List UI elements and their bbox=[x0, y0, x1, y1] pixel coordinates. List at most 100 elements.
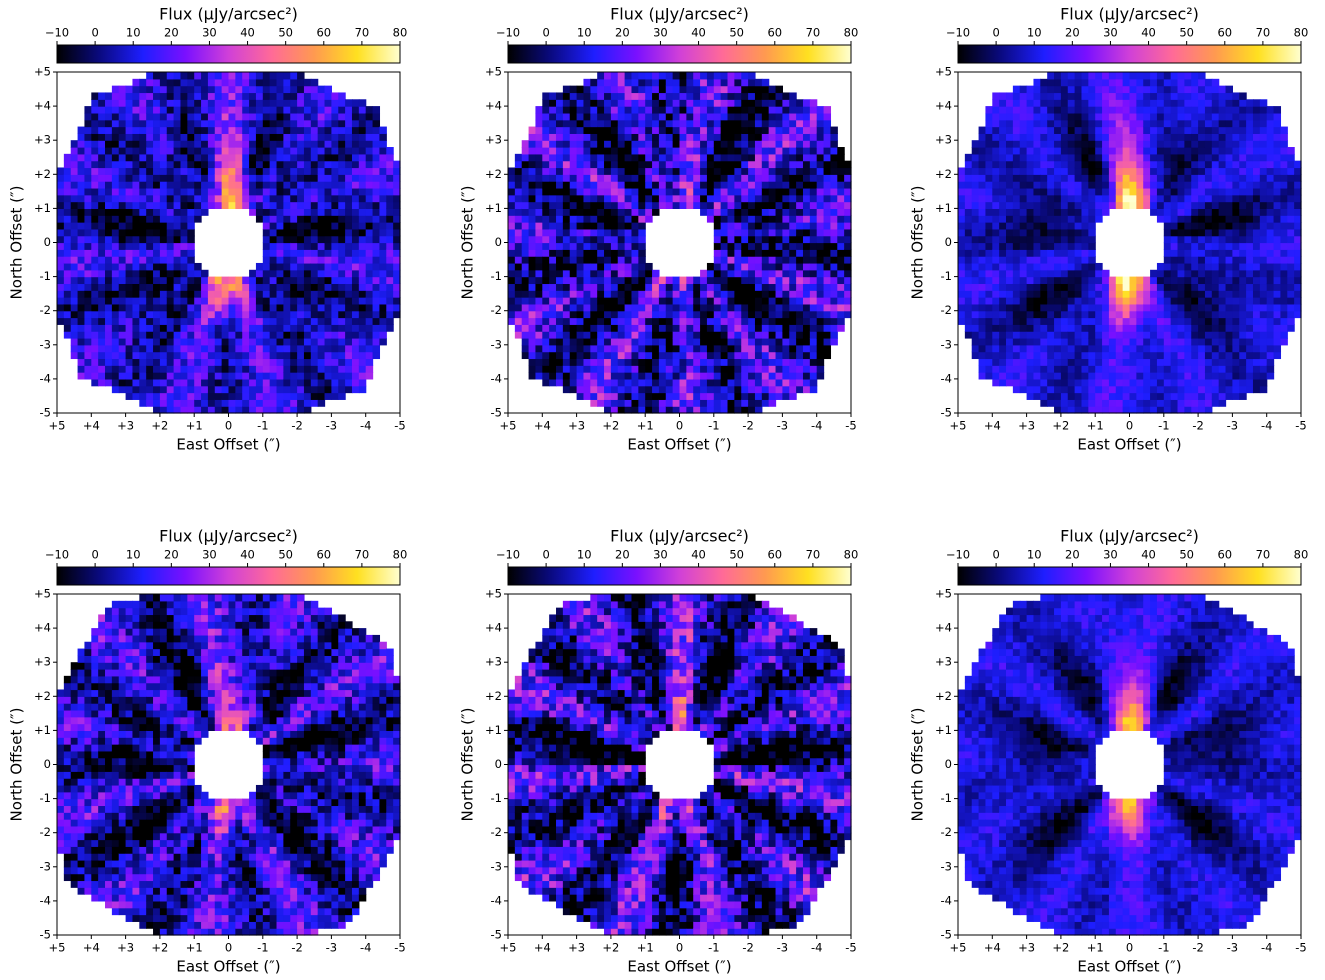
pixel bbox=[830, 167, 838, 175]
pixel bbox=[139, 99, 147, 107]
pixel bbox=[235, 337, 243, 346]
pixel bbox=[761, 303, 770, 312]
pixel bbox=[317, 290, 326, 298]
pixel bbox=[297, 242, 305, 250]
pixel bbox=[844, 297, 852, 305]
pixel bbox=[971, 331, 980, 339]
y-tick-label: -3 bbox=[491, 337, 502, 351]
pixel bbox=[576, 283, 585, 291]
pixel bbox=[789, 194, 797, 203]
pixel bbox=[665, 344, 674, 353]
pixel bbox=[569, 106, 578, 114]
pixel bbox=[310, 365, 319, 373]
pixel bbox=[624, 365, 633, 373]
pixel bbox=[999, 256, 1007, 264]
pixel bbox=[1006, 167, 1014, 175]
pixel bbox=[153, 222, 161, 230]
pixel bbox=[77, 208, 86, 216]
pixel bbox=[1019, 235, 1028, 244]
pixel bbox=[809, 201, 818, 209]
pixel bbox=[365, 222, 374, 230]
pixel bbox=[971, 269, 980, 278]
pixel bbox=[379, 140, 387, 148]
pixel bbox=[173, 228, 182, 237]
pixel bbox=[351, 126, 360, 134]
pixel bbox=[1026, 208, 1035, 216]
pixel bbox=[741, 283, 749, 291]
pixel bbox=[823, 351, 832, 360]
pixel bbox=[221, 283, 230, 291]
pixel bbox=[590, 92, 598, 100]
pixel bbox=[214, 126, 223, 134]
pixel bbox=[706, 310, 715, 319]
pixel bbox=[98, 215, 106, 223]
pixel bbox=[782, 119, 790, 128]
pixel bbox=[1006, 215, 1014, 223]
pixel bbox=[741, 201, 749, 209]
pixel bbox=[290, 249, 298, 257]
pixel bbox=[631, 344, 639, 353]
pixel bbox=[999, 276, 1007, 285]
pixel bbox=[727, 337, 735, 346]
pixel bbox=[761, 276, 770, 285]
pixel bbox=[999, 112, 1007, 121]
pixel bbox=[590, 228, 598, 237]
pixel bbox=[686, 331, 694, 339]
pixel bbox=[816, 228, 825, 237]
pixel bbox=[201, 297, 209, 305]
pixel bbox=[1006, 358, 1014, 366]
pixel bbox=[187, 372, 195, 380]
pixel bbox=[139, 372, 147, 380]
pixel bbox=[379, 201, 387, 209]
pixel bbox=[734, 351, 742, 360]
pixel bbox=[734, 181, 742, 189]
pixel bbox=[372, 133, 381, 141]
pixel bbox=[153, 235, 161, 244]
pixel bbox=[665, 72, 674, 80]
pixel bbox=[610, 235, 619, 244]
pixel bbox=[235, 106, 243, 114]
pixel bbox=[569, 310, 578, 319]
pixel bbox=[727, 303, 735, 312]
pixel bbox=[610, 92, 619, 100]
pixel bbox=[610, 392, 619, 400]
pixel bbox=[324, 174, 332, 182]
pixel bbox=[782, 392, 790, 400]
pixel bbox=[345, 201, 353, 209]
pixel bbox=[700, 181, 708, 189]
pixel bbox=[125, 372, 134, 380]
pixel bbox=[98, 337, 106, 346]
pixel bbox=[255, 358, 264, 366]
pixel bbox=[105, 187, 113, 196]
pixel bbox=[672, 351, 681, 360]
pixel bbox=[713, 72, 722, 80]
pixel bbox=[604, 269, 612, 278]
pixel bbox=[844, 310, 852, 319]
pixel bbox=[569, 297, 578, 305]
pixel bbox=[679, 351, 687, 360]
pixel bbox=[521, 242, 530, 250]
pixel bbox=[549, 174, 557, 182]
pixel bbox=[535, 303, 543, 312]
pixel bbox=[118, 290, 127, 298]
pixel bbox=[187, 337, 195, 346]
pixel bbox=[345, 106, 353, 114]
pixel bbox=[556, 167, 564, 175]
panel: +5 +4 +3 +2 +1 0 -1 -2 -3 -4 -5-5-4-3-2-10+1+2+3+4… bbox=[909, 5, 1309, 454]
pixel bbox=[999, 297, 1007, 305]
pixel bbox=[706, 201, 715, 209]
pixel bbox=[159, 147, 168, 155]
pixel bbox=[693, 119, 701, 128]
pixel bbox=[180, 262, 188, 271]
pixel bbox=[672, 92, 681, 100]
pixel bbox=[768, 331, 777, 339]
pixel bbox=[521, 167, 530, 175]
pixel bbox=[1019, 222, 1028, 230]
pixel bbox=[610, 174, 619, 182]
pixel bbox=[180, 290, 188, 298]
pixel bbox=[214, 201, 223, 209]
pixel bbox=[159, 242, 168, 250]
pixel bbox=[638, 269, 646, 278]
pixel bbox=[679, 126, 687, 134]
pixel bbox=[645, 215, 653, 223]
